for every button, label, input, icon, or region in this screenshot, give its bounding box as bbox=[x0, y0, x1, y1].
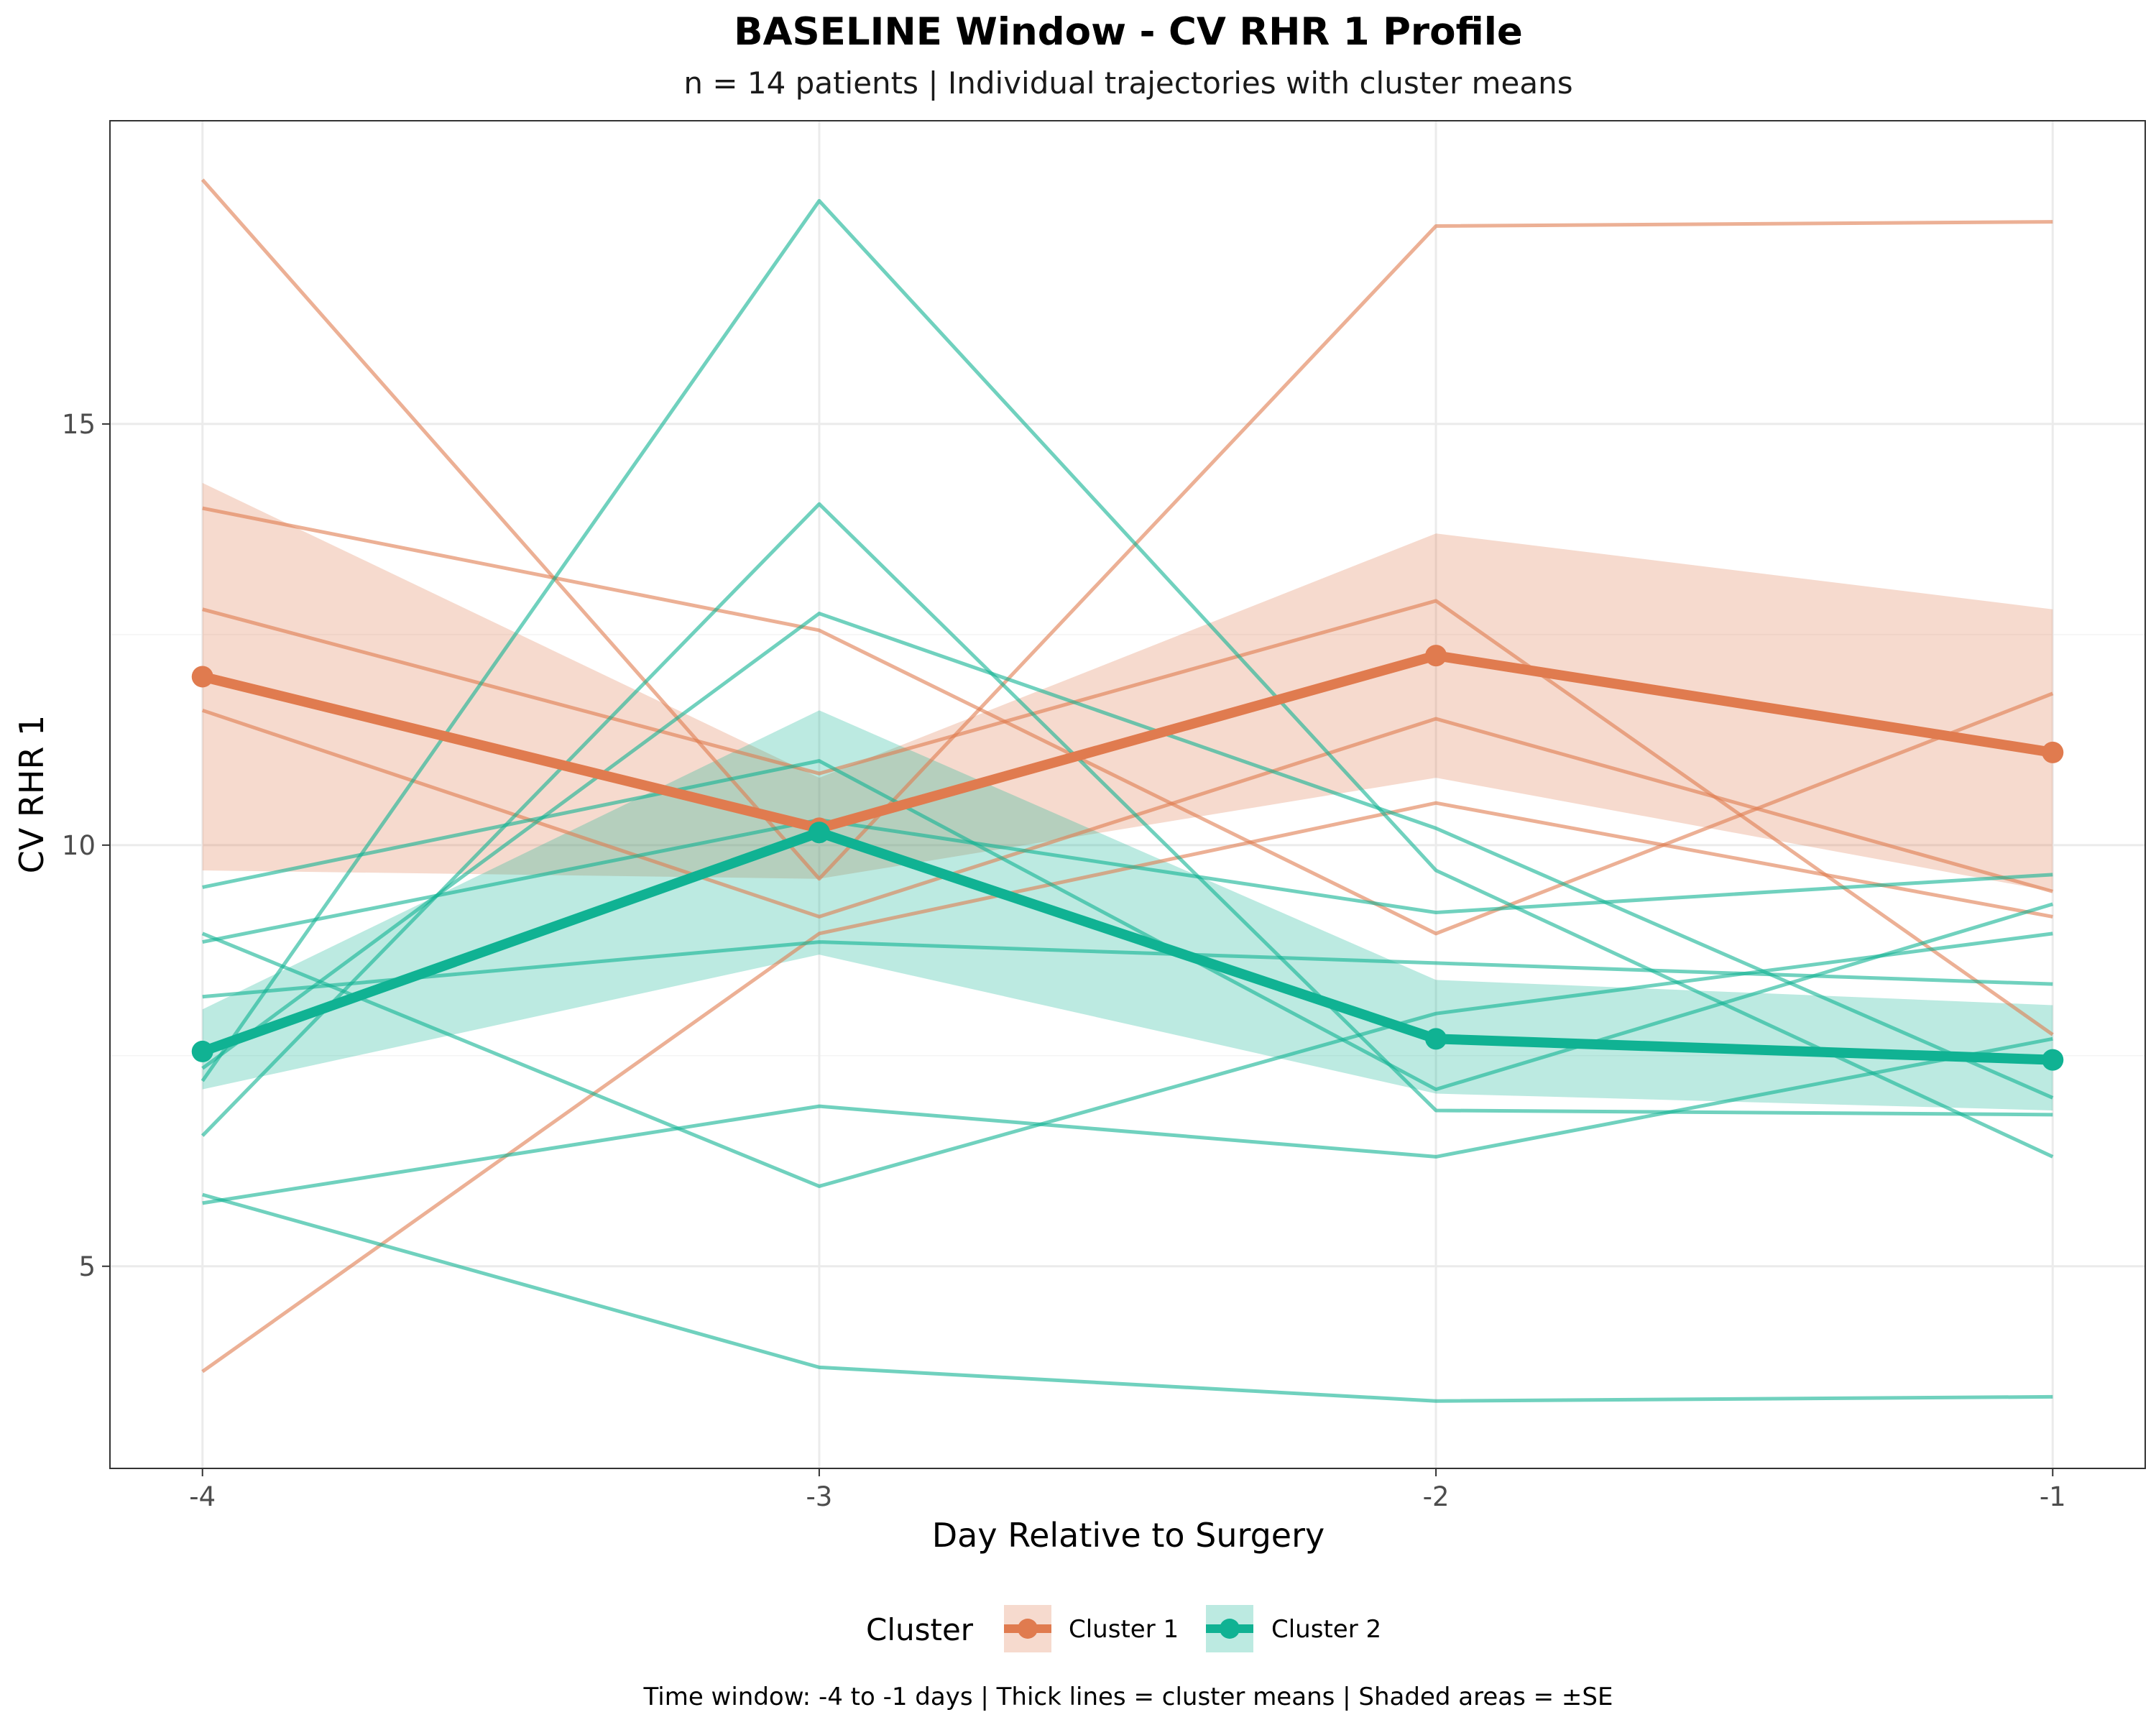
trajectory-cluster-2-patient-8 bbox=[202, 1036, 2053, 1205]
chart-subtitle: n = 14 patients | Individual trajectorie… bbox=[683, 65, 1572, 101]
plot-border bbox=[109, 120, 2146, 1469]
x-tick-label: -2 bbox=[1423, 1481, 1450, 1512]
trajectory-cluster-1-patient-2 bbox=[202, 506, 2054, 936]
chart-title: BASELINE Window - CV RHR 1 Profile bbox=[734, 10, 1523, 54]
trajectory-cluster-2-patient-2 bbox=[201, 198, 2054, 1159]
y-tick-label: 5 bbox=[78, 1251, 96, 1282]
mean-line-cluster-1 bbox=[201, 650, 2054, 834]
mean-point-cluster-2 bbox=[1425, 1028, 1447, 1050]
legend-key-cluster-2 bbox=[1206, 1605, 1253, 1652]
cluster-means bbox=[191, 645, 2064, 1071]
mean-point-cluster-1 bbox=[1425, 645, 1447, 667]
y-axis-title: CV RHR 1 bbox=[12, 715, 51, 874]
mean-point-cluster-2 bbox=[2042, 1049, 2064, 1071]
x-tick-label: -1 bbox=[2040, 1481, 2066, 1512]
legend-label-cluster-1: Cluster 1 bbox=[1069, 1615, 1179, 1644]
mean-point-cluster-1 bbox=[191, 666, 213, 688]
mean-line-cluster-2 bbox=[201, 827, 2053, 1065]
trajectory-cluster-2-patient-4 bbox=[201, 612, 2054, 1100]
trajectory-cluster-2-patient-9 bbox=[202, 1192, 2053, 1403]
legend-label-cluster-2: Cluster 2 bbox=[1271, 1615, 1381, 1644]
x-tick-label: -4 bbox=[189, 1481, 216, 1512]
gridlines bbox=[110, 121, 2145, 1468]
legend-key-cluster-1 bbox=[1004, 1605, 1051, 1652]
trajectory-cluster-2-patient-1 bbox=[202, 759, 2053, 1092]
legend-key-cluster-1-point bbox=[1018, 1619, 1038, 1639]
y-tick-label: 15 bbox=[62, 409, 96, 440]
y-tick-label: 10 bbox=[62, 830, 96, 861]
x-axis: -4 -3 -2 -1 bbox=[189, 1468, 2066, 1512]
trajectory-cluster-2-patient-7 bbox=[201, 932, 2053, 1188]
trajectory-cluster-1-patient-3 bbox=[202, 599, 2054, 1036]
se-ribbon-cluster-2 bbox=[202, 710, 2053, 1110]
trajectory-cluster-1-patient-4 bbox=[201, 708, 2053, 919]
legend: Cluster Cluster 1 Cluster 2 bbox=[866, 1605, 1381, 1652]
individual-trajectories bbox=[201, 178, 2054, 1403]
legend-title: Cluster bbox=[866, 1612, 974, 1647]
y-axis: 5 10 15 bbox=[62, 409, 110, 1282]
legend-key-cluster-2-point bbox=[1220, 1619, 1240, 1639]
x-tick-label: -3 bbox=[806, 1481, 832, 1512]
mean-point-cluster-2 bbox=[191, 1040, 213, 1062]
chart-caption: Time window: -4 to -1 days | Thick lines… bbox=[643, 1683, 1613, 1711]
trajectory-cluster-2-patient-5 bbox=[202, 818, 2053, 944]
x-axis-title: Day Relative to Surgery bbox=[932, 1516, 1325, 1555]
trajectory-cluster-2-patient-3 bbox=[201, 502, 2053, 1137]
plot-panel bbox=[109, 120, 2146, 1469]
mean-point-cluster-2 bbox=[808, 822, 830, 844]
mean-point-cluster-1 bbox=[2042, 741, 2064, 763]
trajectory-cluster-1-patient-1 bbox=[201, 178, 2053, 881]
trajectory-cluster-1-patient-5 bbox=[201, 801, 2053, 1374]
